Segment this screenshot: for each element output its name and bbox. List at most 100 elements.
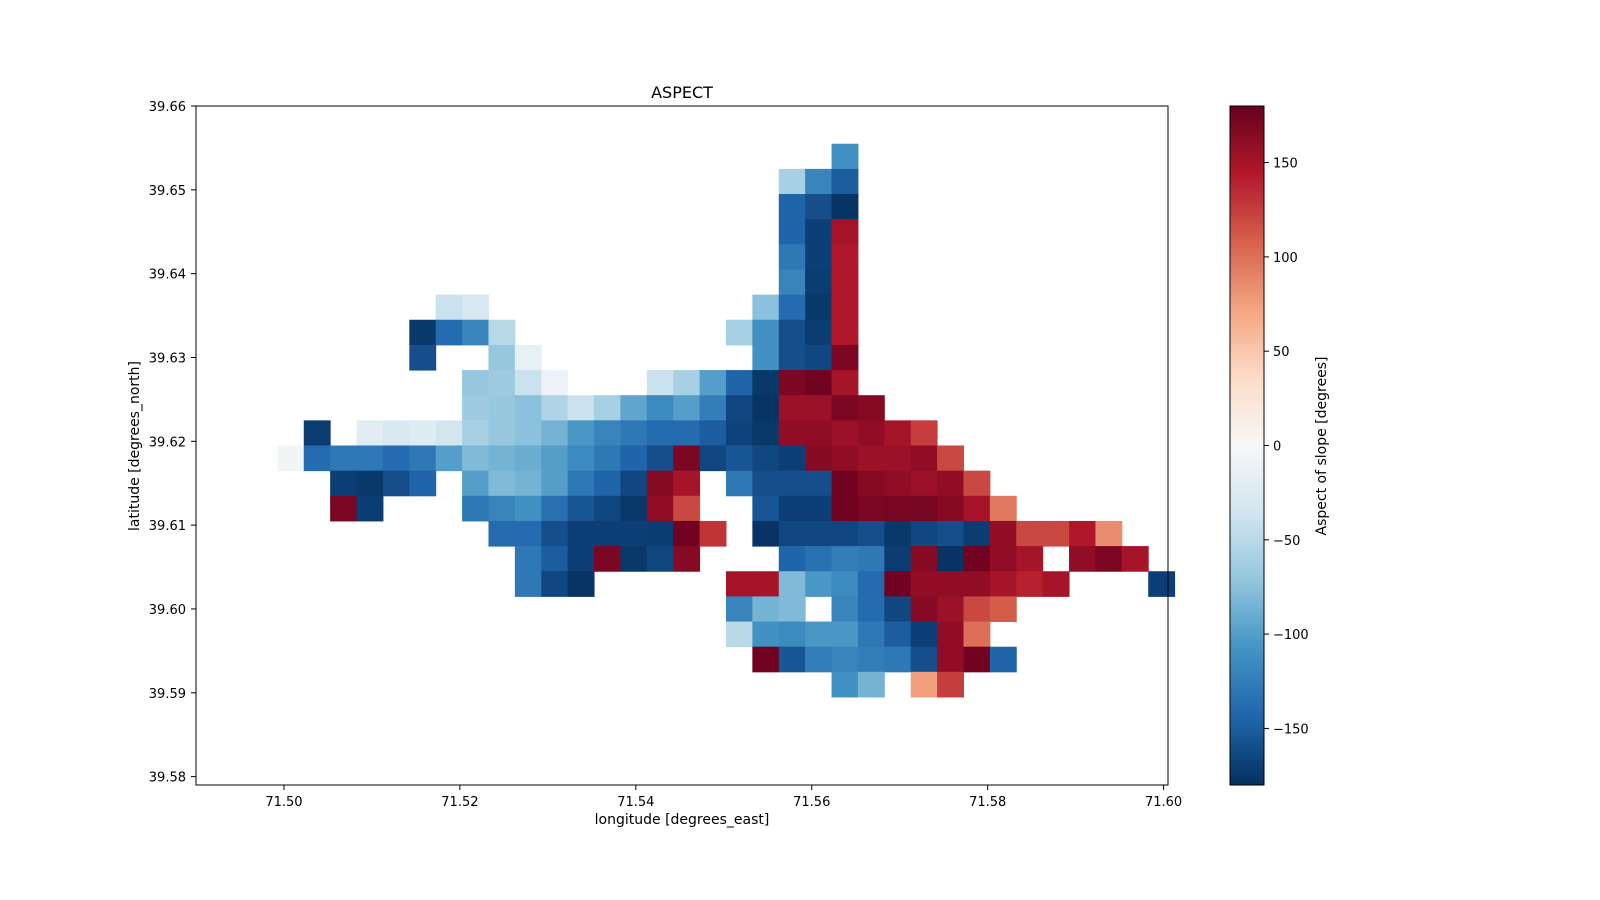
heatmap-cell (752, 571, 780, 597)
heatmap-cell (752, 520, 780, 547)
heatmap-cell (910, 646, 938, 673)
heatmap-cell (778, 646, 806, 673)
heatmap-cell (594, 470, 621, 497)
heatmap-cell (752, 319, 780, 346)
heatmap-cell (910, 571, 938, 597)
heatmap-cell (541, 395, 569, 421)
heatmap-cell (910, 520, 938, 547)
colorbar-ticks: −150 −100 −50 0 50 100 150 (1264, 157, 1309, 737)
heatmap-cell (673, 445, 701, 472)
heatmap-cell (541, 546, 569, 572)
y-tick-label: 39.64 (149, 268, 186, 283)
heatmap-cell (831, 319, 859, 346)
heatmap-cell (330, 445, 358, 472)
heatmap-cell (752, 621, 780, 648)
x-tick-label: 71.50 (265, 795, 302, 810)
heatmap-cell (937, 546, 964, 572)
heatmap-cell (805, 319, 833, 346)
heatmap-cell (567, 420, 595, 446)
heatmap-cell (937, 495, 964, 522)
heatmap-cell (462, 445, 489, 472)
heatmap-cell (831, 244, 859, 270)
colorbar-tick-label: −150 (1273, 722, 1309, 737)
heatmap-cell (805, 495, 833, 522)
heatmap-cell (725, 445, 753, 472)
heatmap-cell (805, 646, 833, 673)
chart-title: ASPECT (651, 83, 713, 102)
heatmap-cell (541, 470, 569, 497)
heatmap-cell (462, 495, 489, 522)
heatmap-cell (594, 420, 621, 446)
colorbar (1229, 105, 1265, 786)
heatmap-cell (567, 395, 595, 421)
heatmap-cell (963, 546, 991, 572)
heatmap-cell (937, 470, 964, 497)
heatmap-cell (805, 520, 833, 547)
heatmap-cell (805, 395, 833, 421)
heatmap-cell (303, 445, 331, 472)
colorbar-tick-label: 50 (1273, 345, 1290, 360)
heatmap-cell (752, 294, 780, 321)
heatmap-cell (937, 520, 964, 547)
heatmap-cell (514, 495, 542, 522)
y-tick-label: 39.66 (149, 100, 186, 115)
heatmap-cell (805, 294, 833, 321)
heatmap-cell (488, 319, 516, 346)
heatmap-cell (646, 420, 674, 446)
heatmap-cell (778, 621, 806, 648)
heatmap-cell (805, 168, 833, 195)
heatmap-cell (963, 596, 991, 623)
heatmap-cell (1042, 520, 1070, 547)
heatmap-cell (884, 520, 912, 547)
heatmap-cell (884, 495, 912, 522)
heatmap-cell (567, 520, 595, 547)
colorbar-tick-label: 150 (1273, 157, 1298, 172)
heatmap-cell (514, 344, 542, 371)
heatmap-cell (646, 445, 674, 472)
heatmap-cell (567, 470, 595, 497)
heatmap-cell (356, 420, 384, 446)
heatmap-cell (857, 445, 885, 472)
heatmap-cell (646, 520, 674, 547)
heatmap-cell (725, 596, 753, 623)
heatmap-cell (857, 470, 885, 497)
heatmap-cell (277, 445, 305, 472)
heatmap-cell (937, 445, 964, 472)
heatmap-cell (831, 168, 859, 195)
heatmap-cell (989, 520, 1017, 547)
heatmap-cell (752, 344, 780, 371)
heatmap-cell (594, 520, 621, 547)
heatmap-cell (409, 470, 437, 497)
heatmap-cell (937, 596, 964, 623)
heatmap-cell (752, 596, 780, 623)
heatmap-cell (1069, 520, 1096, 547)
heatmap-cell (884, 646, 912, 673)
heatmap-cell (462, 395, 489, 421)
heatmap-cell (831, 395, 859, 421)
heatmap-cell (910, 596, 938, 623)
heatmap-cell (488, 395, 516, 421)
heatmap-cell (594, 395, 621, 421)
heatmap-cell (673, 495, 701, 522)
heatmap-cell (857, 520, 885, 547)
heatmap-cell (778, 194, 806, 220)
heatmap-cell (725, 420, 753, 446)
heatmap-cell (699, 445, 727, 472)
y-tick-label: 39.61 (149, 519, 186, 534)
heatmap-cell (488, 520, 516, 547)
heatmap-cell (910, 621, 938, 648)
heatmap-cell (673, 470, 701, 497)
heatmap-cell (699, 520, 727, 547)
heatmap-cell (514, 470, 542, 497)
heatmap-cell (831, 470, 859, 497)
heatmap-cell (778, 269, 806, 296)
heatmap-cell (752, 646, 780, 673)
x-tick-label: 71.60 (1145, 795, 1182, 810)
heatmap-cell (989, 646, 1017, 673)
heatmap-cell (382, 470, 410, 497)
heatmap-cell (725, 370, 753, 396)
heatmap-cell (330, 495, 358, 522)
heatmap-cell (541, 370, 569, 396)
heatmap-cell (831, 520, 859, 547)
heatmap-cell (356, 495, 384, 522)
